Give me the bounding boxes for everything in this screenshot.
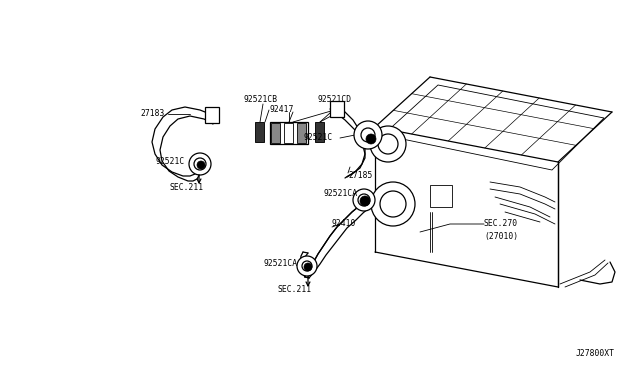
- Circle shape: [366, 134, 376, 144]
- Text: 92521C: 92521C: [304, 134, 333, 142]
- Text: 27183: 27183: [140, 109, 164, 119]
- Text: 92521CD: 92521CD: [318, 96, 352, 105]
- Circle shape: [361, 128, 375, 142]
- Circle shape: [189, 153, 211, 175]
- Bar: [297, 123, 306, 143]
- Text: 92521CA: 92521CA: [264, 260, 298, 269]
- Bar: [271, 123, 280, 143]
- Bar: [330, 101, 344, 117]
- Bar: [205, 107, 219, 123]
- Circle shape: [354, 121, 382, 149]
- Text: 27185: 27185: [348, 171, 372, 180]
- Bar: [284, 123, 293, 143]
- Circle shape: [297, 256, 317, 276]
- Bar: [430, 185, 452, 207]
- Circle shape: [358, 194, 370, 206]
- Circle shape: [353, 189, 375, 211]
- Circle shape: [380, 191, 406, 217]
- Circle shape: [302, 261, 312, 271]
- Text: (27010): (27010): [484, 231, 518, 241]
- Bar: [255, 122, 264, 142]
- Text: 92410: 92410: [332, 219, 356, 228]
- Circle shape: [191, 156, 207, 172]
- Circle shape: [304, 263, 312, 271]
- Text: SEC.211: SEC.211: [278, 285, 312, 295]
- Bar: [315, 122, 324, 142]
- Text: 92521C: 92521C: [155, 157, 184, 167]
- Text: 92417: 92417: [270, 105, 294, 113]
- Circle shape: [360, 196, 370, 206]
- Circle shape: [195, 160, 203, 168]
- Circle shape: [371, 182, 415, 226]
- Text: SEC.211: SEC.211: [170, 183, 204, 192]
- Circle shape: [194, 158, 206, 170]
- Text: 92521CB: 92521CB: [243, 96, 277, 105]
- Circle shape: [197, 161, 205, 169]
- Circle shape: [370, 126, 406, 162]
- Text: J27800XT: J27800XT: [576, 350, 615, 359]
- Bar: [270, 122, 308, 144]
- Circle shape: [378, 134, 398, 154]
- Text: 92521CA: 92521CA: [324, 189, 358, 199]
- Text: SEC.270: SEC.270: [484, 219, 518, 228]
